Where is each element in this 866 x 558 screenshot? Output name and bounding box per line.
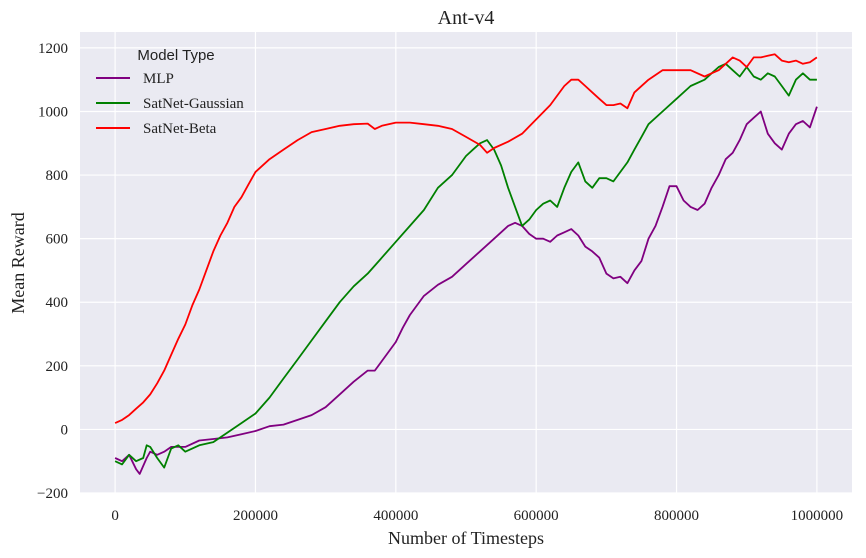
y-tick-labels: −200 0 200 400 600 800 1000 1200 <box>37 41 68 502</box>
series-line-satnet-gaussian <box>114 62 817 469</box>
series-line-satnet-beta <box>114 53 818 424</box>
y-tick-label: 400 <box>46 295 69 311</box>
y-tick-label: 200 <box>46 359 69 375</box>
legend-label-satnet-gaussian: SatNet-Gaussian <box>143 96 244 112</box>
x-tick-label: 1000000 <box>791 508 844 524</box>
series-layer <box>114 53 818 475</box>
x-tick-labels: 0 200000 400000 600000 800000 1000000 <box>111 508 843 524</box>
legend-label-satnet-beta: SatNet-Beta <box>143 121 217 137</box>
x-tick-label: 800000 <box>654 508 699 524</box>
y-tick-label: 1000 <box>38 104 68 120</box>
legend-title: Model Type <box>137 47 214 64</box>
chart-title: Ant-v4 <box>438 7 495 29</box>
y-tick-label: 600 <box>46 232 69 248</box>
y-tick-label: 1200 <box>38 41 68 57</box>
grid-lines <box>80 32 852 494</box>
legend: Model Type MLP SatNet-Gaussian SatNet-Beta <box>96 47 244 137</box>
x-tick-label: 0 <box>111 508 119 524</box>
x-axis-label: Number of Timesteps <box>388 528 544 548</box>
y-axis-label: Mean Reward <box>8 212 28 313</box>
x-tick-label: 400000 <box>373 508 418 524</box>
x-tick-label: 200000 <box>233 508 278 524</box>
y-tick-label: 800 <box>46 168 69 184</box>
y-tick-label: 0 <box>61 422 69 438</box>
x-tick-label: 600000 <box>514 508 559 524</box>
series-line-mlp <box>114 106 818 475</box>
legend-label-mlp: MLP <box>143 71 174 87</box>
y-tick-label: −200 <box>37 486 68 502</box>
